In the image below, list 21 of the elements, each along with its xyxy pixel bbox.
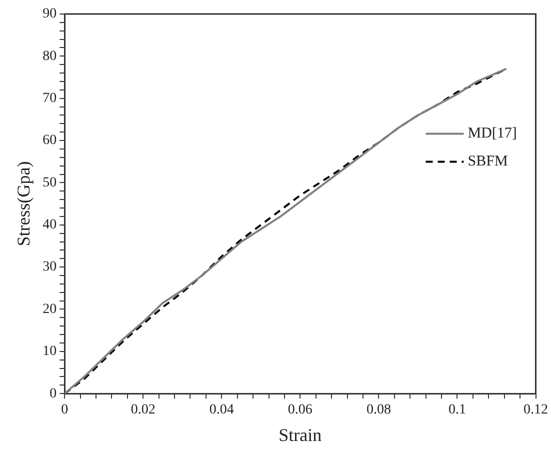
y-tick-label: 60 (42, 133, 57, 148)
x-tick-label: 0.08 (366, 402, 391, 418)
y-tick-label: 70 (42, 91, 57, 106)
x-axis-title: Strain (278, 424, 322, 445)
y-tick-label: 50 (42, 175, 57, 190)
x-tick-label: 0.1 (448, 402, 466, 418)
y-tick-label: 20 (42, 302, 57, 317)
y-tick-label: 80 (42, 48, 57, 64)
y-tick-label: 90 (42, 6, 57, 22)
x-tick-label: 0.02 (130, 402, 156, 418)
y-tick-label: 30 (42, 260, 57, 275)
x-tick-label: 0.04 (209, 402, 234, 418)
x-tick-label: 0 (61, 402, 68, 418)
legend-label: MD[17] (468, 126, 517, 142)
y-tick-label: 40 (42, 218, 57, 233)
y-tick-label: 0 (50, 386, 57, 402)
y-tick-label: 10 (42, 344, 57, 360)
x-tick-label: 0.12 (524, 402, 548, 418)
x-tick-label: 0.06 (288, 402, 312, 418)
y-axis-title: Stress(Gpa) (14, 161, 34, 246)
legend-label: SBFM (468, 154, 508, 170)
